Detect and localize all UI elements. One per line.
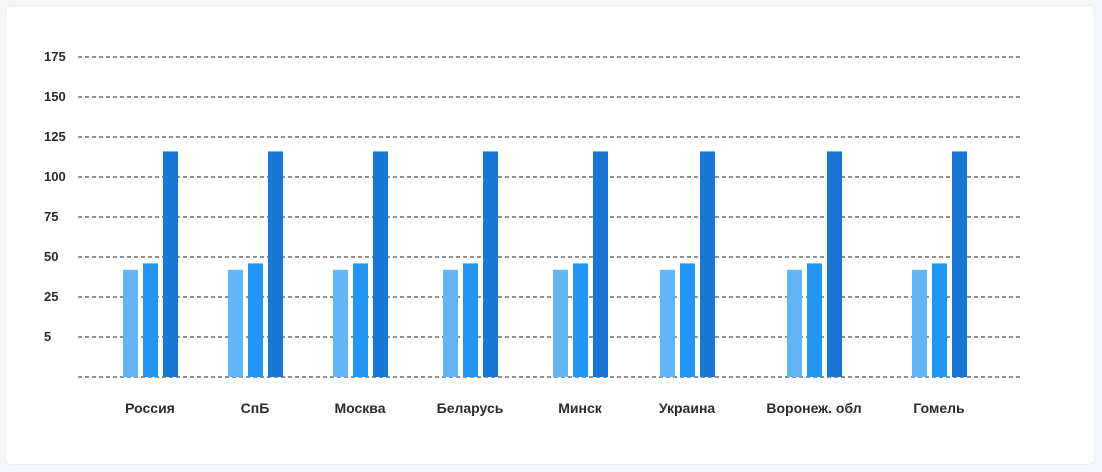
bar-1[interactable] [228, 269, 243, 377]
bar-1[interactable] [553, 269, 568, 377]
chart-card [5, 5, 1095, 465]
bar-2[interactable] [353, 263, 368, 377]
x-axis-categories: Россия СпБ Москва Беларусь Минск Украина Ворон… [125, 400, 965, 416]
x-category-label: Минск [558, 400, 603, 416]
x-category-label: Воронеж. обл [766, 400, 861, 416]
bar-1[interactable] [333, 269, 348, 377]
bar-2[interactable] [573, 263, 588, 377]
x-category-label: Гомель [913, 400, 965, 416]
bar-1[interactable] [912, 269, 927, 377]
bar-3[interactable] [268, 151, 283, 377]
bar-1[interactable] [787, 269, 802, 377]
bar-2[interactable] [143, 263, 158, 377]
bars [123, 151, 967, 377]
x-category-label: СпБ [241, 400, 270, 416]
bar-3[interactable] [163, 151, 178, 377]
x-category-label: Беларусь [437, 400, 504, 416]
bar-2[interactable] [248, 263, 263, 377]
bar-2[interactable] [680, 263, 695, 377]
y-tick-label: 25 [44, 289, 58, 304]
bar-3[interactable] [700, 151, 715, 377]
bar-2[interactable] [463, 263, 478, 377]
y-tick-label: 50 [44, 249, 58, 264]
y-tick-label: 150 [44, 89, 66, 104]
bar-3[interactable] [483, 151, 498, 377]
x-category-label: Украина [659, 400, 716, 416]
y-tick-label: 175 [44, 49, 66, 64]
bar-3[interactable] [827, 151, 842, 377]
bar-3[interactable] [952, 151, 967, 377]
bar-1[interactable] [443, 269, 458, 377]
y-tick-label: 125 [44, 129, 66, 144]
y-tick-label: 100 [44, 169, 66, 184]
bar-2[interactable] [807, 263, 822, 377]
bar-1[interactable] [660, 269, 675, 377]
bar-3[interactable] [373, 151, 388, 377]
grid-lines [78, 56, 1022, 378]
bar-3[interactable] [593, 151, 608, 377]
bar-1[interactable] [123, 269, 138, 377]
y-tick-label: 5 [44, 329, 51, 344]
y-axis-ticks: 175 150 125 100 75 50 25 5 [44, 49, 66, 344]
bar-2[interactable] [932, 263, 947, 377]
x-category-label: Москва [334, 400, 385, 416]
y-tick-label: 75 [44, 209, 58, 224]
x-category-label: Россия [125, 400, 175, 416]
